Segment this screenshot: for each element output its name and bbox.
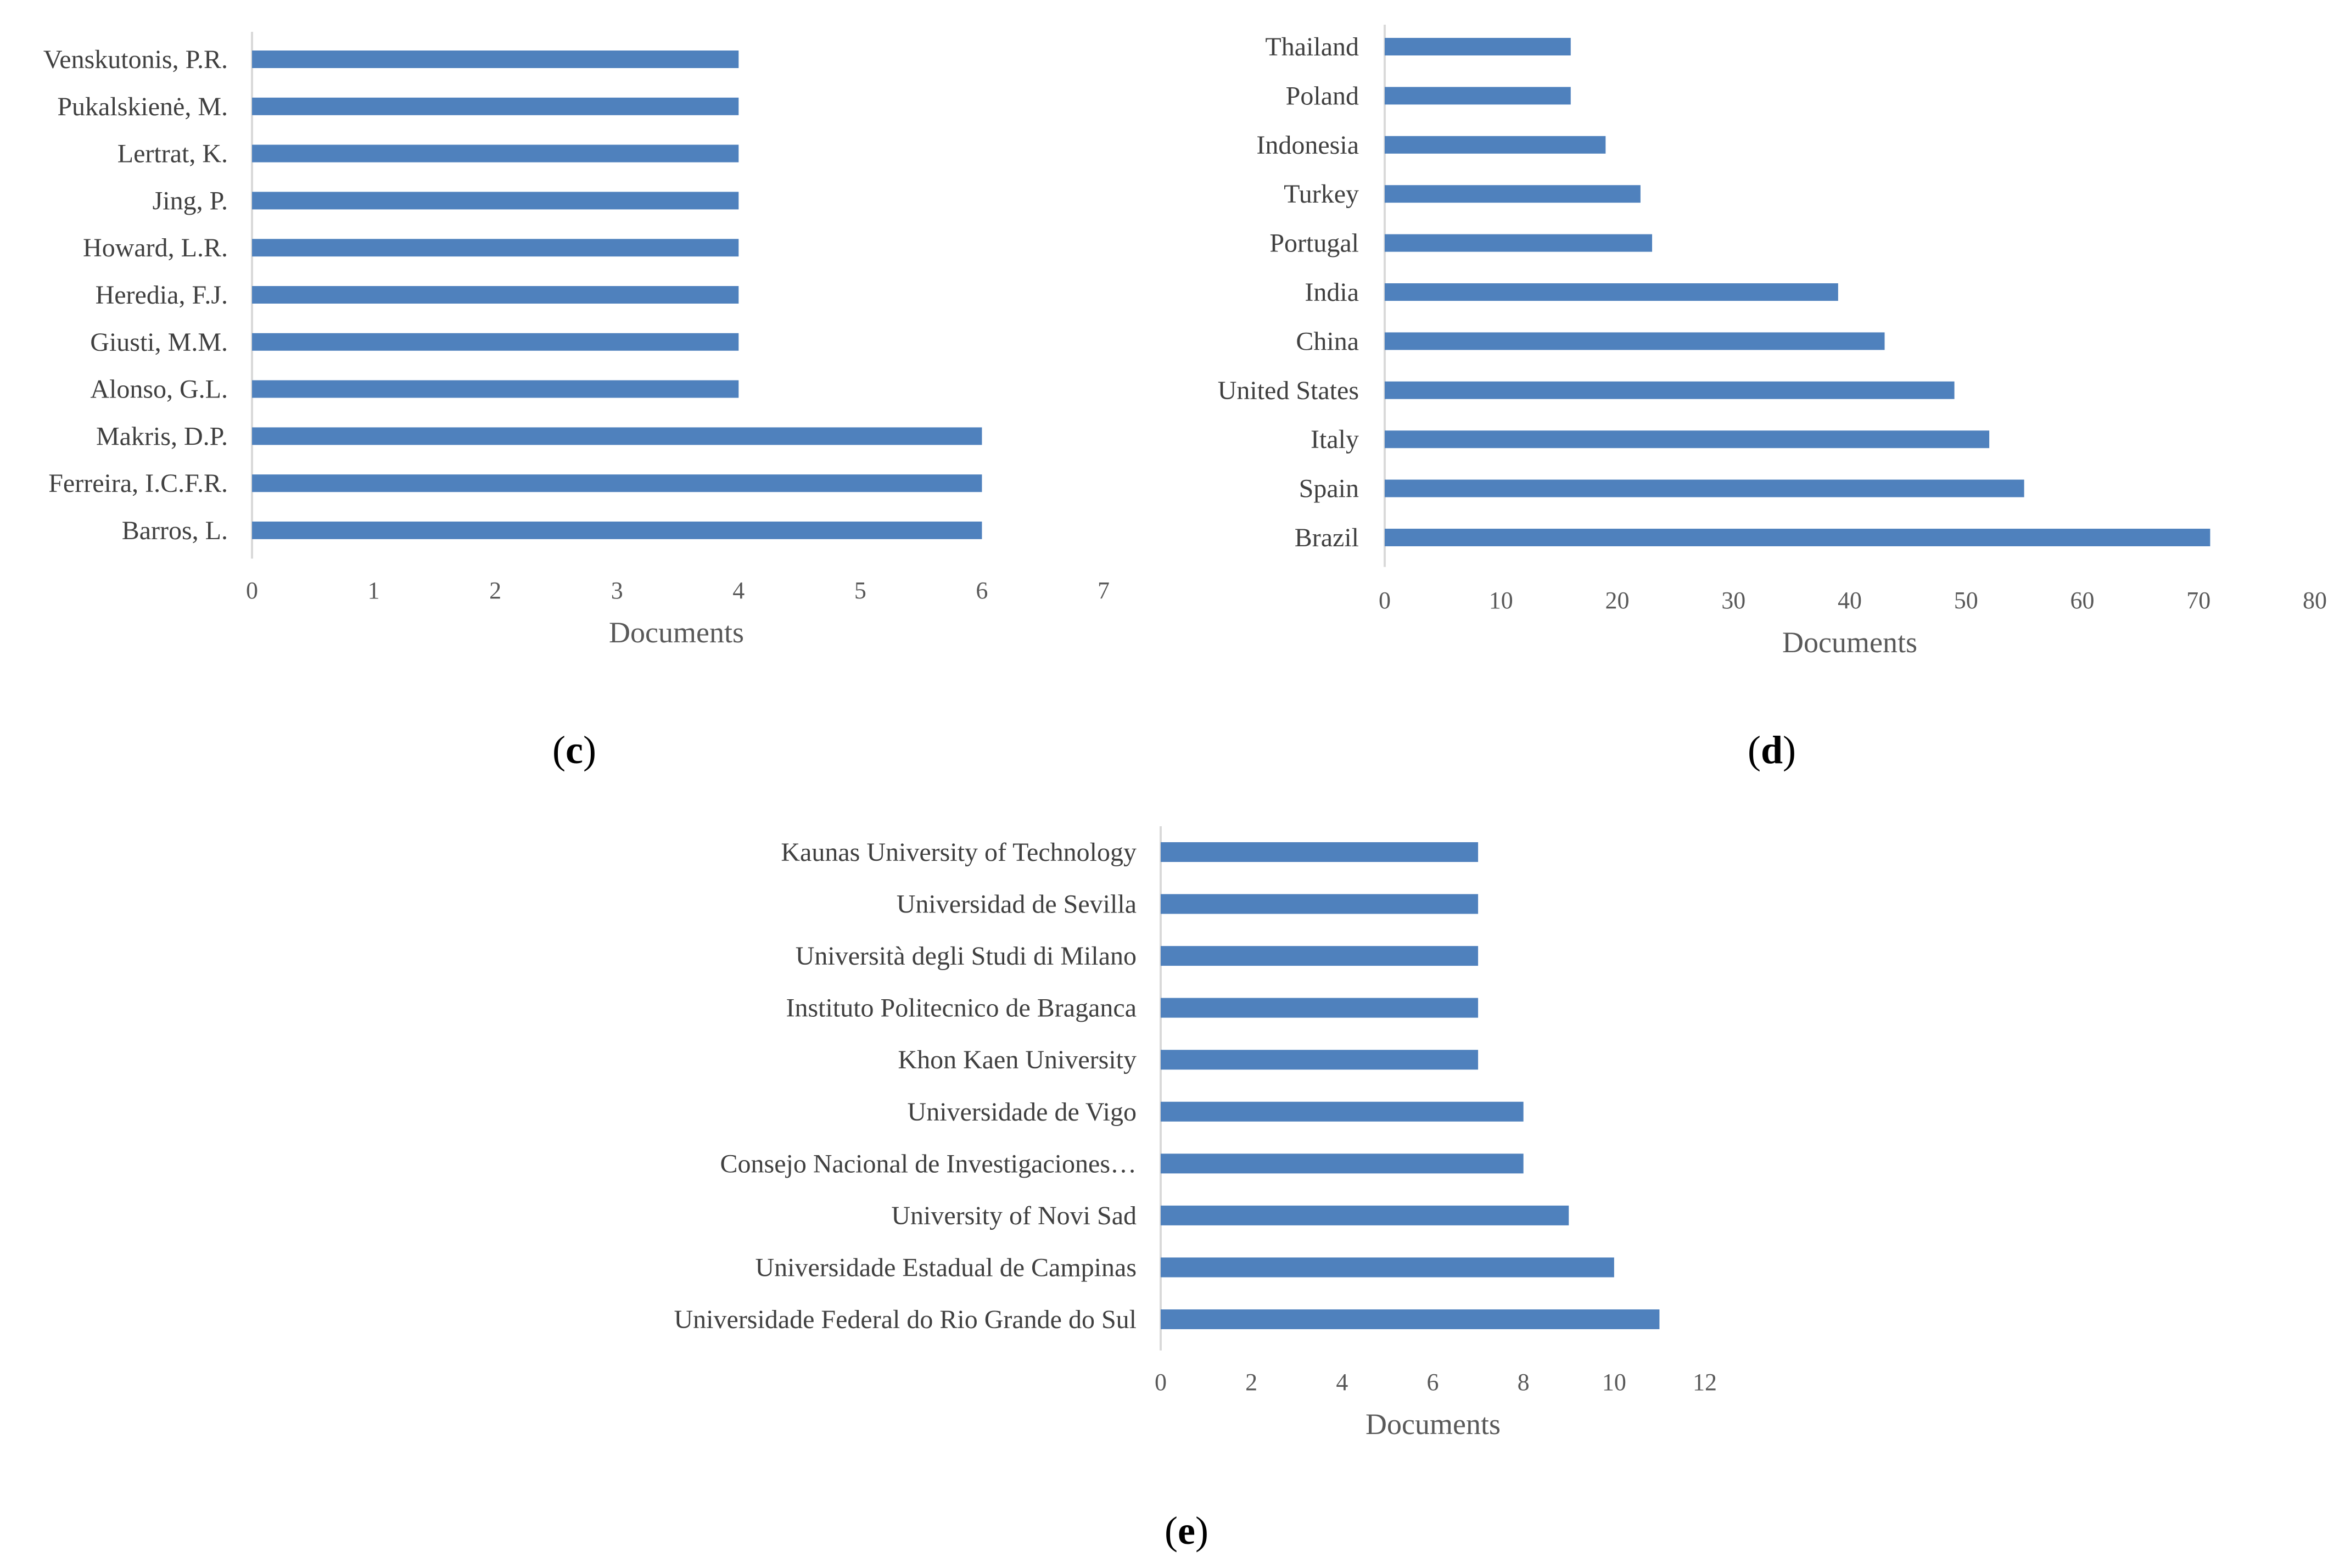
bar — [1161, 1050, 1479, 1070]
chart-panel-d: Thailand Poland Indonesia Turkey Portugal Ind… — [1218, 25, 2327, 772]
x-tick-label: 70 — [2186, 587, 2210, 614]
bar — [1385, 381, 1955, 399]
bar — [1161, 1101, 1524, 1122]
category-label: India — [1305, 278, 1359, 307]
category-label: Giusti, M.M. — [90, 328, 228, 357]
bar — [1161, 998, 1479, 1018]
bar — [252, 522, 982, 539]
bar — [252, 97, 739, 115]
bar — [1385, 479, 2024, 497]
bar — [1385, 38, 1571, 55]
category-label: Venskutonis, P.R. — [43, 45, 228, 74]
bar — [1385, 136, 1606, 154]
bar — [1161, 842, 1479, 862]
x-tick-label: 50 — [1954, 587, 1978, 614]
category-label: Thailand — [1265, 32, 1359, 61]
bar — [252, 51, 739, 68]
x-tick-label: 2 — [489, 577, 501, 604]
category-label: Universidade Estadual de Campinas — [755, 1253, 1137, 1282]
chart-panel-c: Venskutonis, P.R. Pukalskienė, M. Lertrat,… — [43, 32, 1110, 772]
bar — [1161, 1309, 1660, 1329]
bar — [1385, 332, 1885, 350]
category-label: Makris, D.P. — [96, 422, 228, 451]
category-label: China — [1296, 327, 1359, 356]
x-tick-label: 4 — [1336, 1369, 1348, 1396]
category-label: United States — [1218, 376, 1359, 405]
x-tick-label: 3 — [611, 577, 623, 604]
category-label: Lertrat, K. — [117, 139, 228, 169]
x-tick-label: 4 — [732, 577, 745, 604]
x-tick-label: 2 — [1245, 1369, 1257, 1396]
category-label: Universidade Federal do Rio Grande do Su… — [674, 1305, 1137, 1334]
x-tick-label: 30 — [1721, 587, 1745, 614]
category-label: Consejo Nacional de Investigaciones… — [720, 1149, 1137, 1178]
bar — [252, 427, 982, 445]
bar — [1385, 234, 1653, 252]
bar — [1161, 894, 1479, 914]
bar — [252, 380, 739, 398]
bar — [1161, 1153, 1524, 1174]
x-axis-title: Documents — [1782, 626, 1917, 659]
bar — [252, 144, 739, 163]
bar — [252, 474, 982, 492]
category-label: Khon Kaen University — [898, 1045, 1137, 1074]
category-label: Pukalskienė, M. — [57, 92, 228, 121]
category-label: Portugal — [1269, 229, 1359, 258]
x-tick-label: 5 — [854, 577, 866, 604]
category-label: Ferreira, I.C.F.R. — [48, 469, 228, 498]
category-label: Turkey — [1284, 180, 1359, 209]
category-label: Spain — [1299, 474, 1359, 503]
category-label: Italy — [1311, 425, 1359, 454]
category-label: Kaunas University of Technology — [781, 838, 1137, 867]
category-label: Howard, L.R. — [83, 233, 228, 262]
x-tick-label: 20 — [1605, 587, 1630, 614]
bar — [252, 333, 739, 351]
bar — [1385, 87, 1571, 105]
panel-label: (d) — [1748, 728, 1796, 772]
x-tick-label: 60 — [2070, 587, 2095, 614]
bar — [1385, 185, 1641, 203]
bar — [1161, 946, 1479, 966]
x-tick-label: 40 — [1838, 587, 1862, 614]
category-label: Alonso, G.L. — [90, 375, 228, 404]
category-label: Jing, P. — [153, 186, 228, 215]
bar — [1385, 529, 2210, 546]
category-label: Brazil — [1295, 523, 1359, 552]
bar — [1385, 430, 1990, 449]
category-label: Università degli Studi di Milano — [796, 942, 1137, 971]
x-tick-label: 0 — [246, 577, 258, 604]
x-tick-label: 8 — [1518, 1369, 1530, 1396]
category-label: Indonesia — [1256, 131, 1359, 160]
x-tick-label: 10 — [1489, 587, 1513, 614]
bar — [1161, 1257, 1614, 1278]
x-axis-title: Documents — [609, 616, 744, 649]
x-tick-label: 6 — [1427, 1369, 1439, 1396]
category-label: Barros, L. — [122, 516, 228, 545]
x-tick-label: 80 — [2303, 587, 2327, 614]
x-tick-label: 12 — [1693, 1369, 1717, 1396]
category-label: University of Novi Sad — [891, 1201, 1137, 1230]
category-label: Instituto Politecnico de Braganca — [786, 994, 1137, 1023]
category-label: Universidade de Vigo — [908, 1097, 1137, 1127]
bar — [252, 286, 739, 304]
panel-label: (e) — [1165, 1509, 1208, 1553]
bar — [1161, 1205, 1569, 1225]
category-label: Universidad de Sevilla — [897, 890, 1137, 919]
x-tick-label: 1 — [368, 577, 380, 604]
chart-panel-e: Kaunas University of Technology Universid… — [674, 826, 1717, 1553]
x-tick-label: 7 — [1098, 577, 1110, 604]
panel-label: (c) — [552, 728, 596, 772]
bar — [252, 192, 739, 210]
x-axis-title: Documents — [1365, 1408, 1501, 1441]
x-tick-label: 0 — [1155, 1369, 1167, 1396]
category-label: Heredia, F.J. — [96, 281, 228, 310]
x-tick-label: 0 — [1379, 587, 1391, 614]
category-label: Poland — [1286, 81, 1359, 110]
x-tick-label: 6 — [976, 577, 988, 604]
bar — [252, 239, 739, 257]
x-tick-label: 10 — [1602, 1369, 1626, 1396]
bar — [1385, 283, 1838, 301]
